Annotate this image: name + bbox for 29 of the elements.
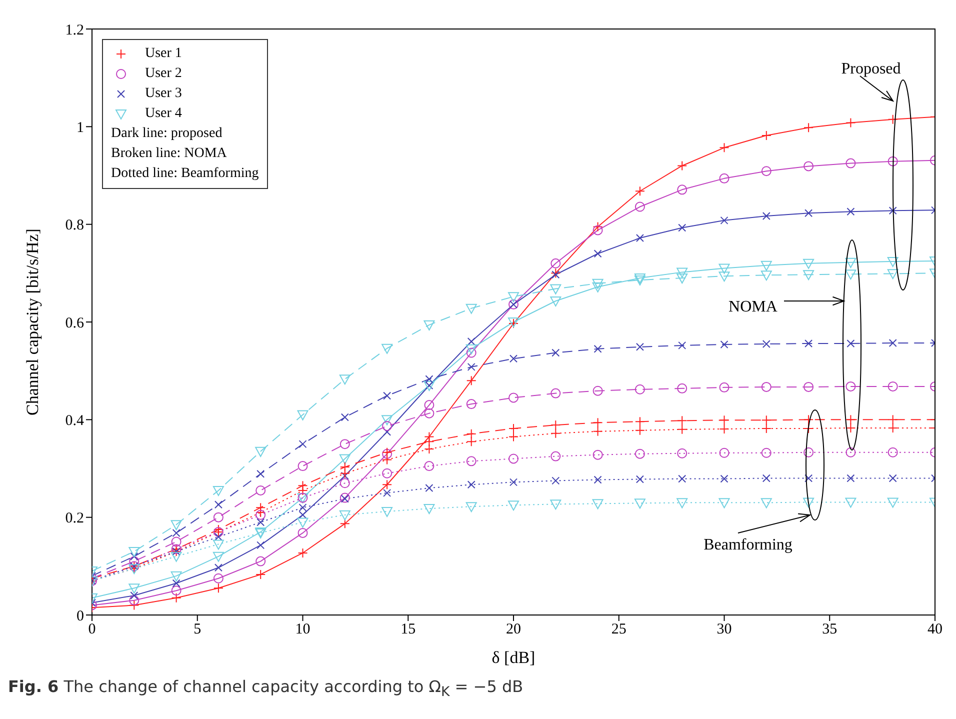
y-tick-label: 1	[76, 120, 84, 136]
caption: Fig. 6 The change of channel capacity according to Ω$_{K}$ = −5 dB	[8, 677, 524, 700]
legend-label: User 1	[145, 45, 182, 63]
y-tick-label: 0.8	[65, 218, 84, 234]
annotation: Dotted line: Beamforming	[111, 165, 259, 183]
y-tick-label: 1.2	[65, 22, 84, 38]
annotation: Beamforming	[704, 536, 792, 554]
x-tick-label: 20	[506, 622, 521, 638]
x-tick-label: 0	[88, 622, 96, 638]
y-tick-label: 0.6	[65, 315, 84, 332]
legend-label: User 4	[145, 105, 182, 123]
legend-label: User 3	[145, 85, 182, 103]
annotation: Broken line: NOMA	[111, 145, 228, 163]
x-tick-label: 25	[611, 622, 626, 638]
y-tick-label: 0	[76, 608, 84, 624]
x-axis-title: δ [dB]	[492, 648, 536, 667]
legend-label: User 2	[145, 65, 182, 83]
x-tick-label: 10	[295, 622, 310, 638]
y-axis-title: Channel capacity [bit/s/Hz]	[23, 228, 42, 416]
x-tick-label: 30	[716, 622, 732, 638]
x-tick-label: 35	[822, 622, 838, 638]
y-tick-label: 0.2	[65, 510, 84, 527]
annotation: Proposed	[841, 60, 901, 78]
annotation: Dark line: proposed	[111, 125, 224, 143]
annotation: NOMA	[728, 298, 778, 316]
x-tick-label: 15	[400, 622, 416, 638]
x-tick-label: 5	[194, 622, 202, 638]
x-tick-label: 40	[928, 622, 942, 638]
y-tick-label: 0.4	[65, 412, 84, 429]
